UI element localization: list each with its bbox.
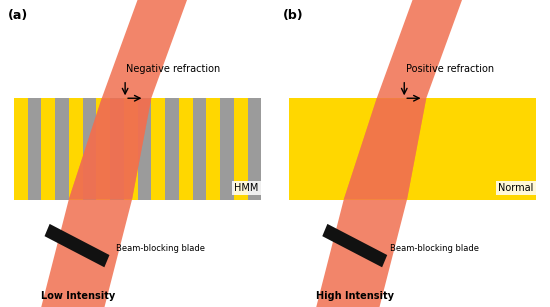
Bar xyxy=(151,98,165,200)
Text: Negative refraction: Negative refraction xyxy=(126,64,221,74)
Text: (b): (b) xyxy=(283,9,304,22)
Bar xyxy=(41,98,55,200)
Text: Positive refraction: Positive refraction xyxy=(406,64,494,74)
Text: Beam-blocking blade: Beam-blocking blade xyxy=(116,244,205,253)
Bar xyxy=(234,98,248,200)
Text: HMM: HMM xyxy=(234,183,258,193)
Polygon shape xyxy=(377,0,462,98)
Bar xyxy=(289,98,536,200)
Bar xyxy=(179,98,192,200)
Polygon shape xyxy=(102,0,187,98)
Bar xyxy=(179,98,192,200)
Bar xyxy=(220,98,234,200)
Bar xyxy=(220,98,234,200)
Polygon shape xyxy=(69,98,151,200)
Polygon shape xyxy=(344,98,426,200)
Bar xyxy=(14,98,28,200)
Bar xyxy=(45,224,109,267)
Bar xyxy=(41,98,55,200)
Bar xyxy=(96,98,110,200)
Bar xyxy=(322,224,387,267)
Text: (a): (a) xyxy=(8,9,29,22)
Bar xyxy=(165,98,179,200)
Bar xyxy=(165,98,179,200)
Polygon shape xyxy=(344,98,426,200)
Bar xyxy=(82,98,96,200)
Bar xyxy=(82,98,96,200)
Bar xyxy=(192,98,206,200)
Bar xyxy=(248,98,261,200)
Bar xyxy=(138,98,151,200)
Bar xyxy=(124,98,138,200)
Polygon shape xyxy=(69,98,151,200)
Bar xyxy=(138,98,151,200)
Bar xyxy=(206,98,220,200)
Text: Beam-blocking blade: Beam-blocking blade xyxy=(390,244,480,253)
Bar xyxy=(28,98,41,200)
Bar xyxy=(14,98,28,200)
Polygon shape xyxy=(41,200,132,307)
Bar xyxy=(289,98,536,200)
Bar xyxy=(151,98,165,200)
Bar xyxy=(192,98,206,200)
Bar xyxy=(14,98,261,200)
Bar xyxy=(28,98,41,200)
Text: Low Intensity: Low Intensity xyxy=(41,291,116,301)
Bar xyxy=(248,98,261,200)
Bar xyxy=(110,98,124,200)
Bar xyxy=(69,98,82,200)
Bar xyxy=(206,98,220,200)
Bar xyxy=(110,98,124,200)
Polygon shape xyxy=(316,200,407,307)
Bar xyxy=(69,98,82,200)
Bar xyxy=(55,98,69,200)
Bar xyxy=(96,98,110,200)
Text: High Intensity: High Intensity xyxy=(316,291,394,301)
Text: Normal: Normal xyxy=(498,183,534,193)
Bar xyxy=(124,98,138,200)
Bar xyxy=(234,98,248,200)
Bar xyxy=(55,98,69,200)
